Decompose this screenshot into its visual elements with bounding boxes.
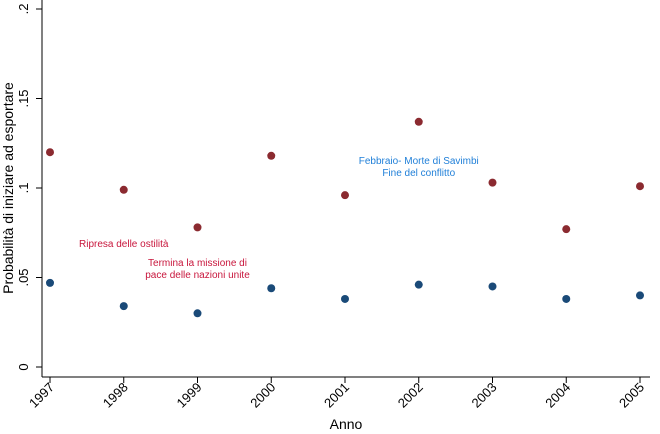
y-tick-label: 0 bbox=[16, 363, 31, 370]
data-point bbox=[46, 148, 54, 157]
data-point bbox=[193, 309, 202, 318]
annotation-text: Termina la missione di bbox=[148, 258, 247, 269]
plot-area bbox=[41, 0, 650, 378]
x-tick-label: 2005 bbox=[616, 380, 647, 411]
data-point bbox=[119, 302, 128, 311]
data-point bbox=[119, 185, 128, 194]
data-point bbox=[414, 280, 423, 289]
data-point bbox=[488, 178, 497, 187]
data-point bbox=[562, 294, 571, 303]
data-point bbox=[414, 117, 423, 126]
data-point bbox=[341, 294, 349, 303]
data-point bbox=[562, 225, 571, 234]
x-axis-ticks: 1997 1998 1999 2000 2001 2002 2003 2004 2005 bbox=[26, 377, 647, 411]
data-point bbox=[341, 191, 349, 200]
y-tick-label: .15 bbox=[16, 89, 31, 107]
data-point bbox=[636, 182, 644, 191]
annotation-text: pace delle nazioni unite bbox=[145, 270, 250, 281]
data-point bbox=[636, 291, 644, 300]
data-point bbox=[488, 282, 497, 291]
annotations: Ripresa delle ostilità Termina la mission… bbox=[79, 156, 479, 281]
x-tick-label: 1997 bbox=[26, 380, 57, 411]
x-tick-label: 2001 bbox=[321, 380, 352, 411]
y-tick-label: .1 bbox=[16, 183, 31, 194]
x-tick-label: 1999 bbox=[174, 380, 205, 411]
data-point bbox=[193, 223, 202, 232]
y-tick-label: .2 bbox=[16, 4, 31, 15]
annotation-text: Fine del conflitto bbox=[382, 168, 455, 179]
x-tick-label: 2002 bbox=[395, 380, 426, 411]
y-axis-label: Probabilità di iniziare ad esportare bbox=[0, 82, 16, 294]
annotation-text: Febbraio- Morte di Savimbi bbox=[359, 156, 479, 167]
data-point bbox=[267, 151, 276, 160]
data-point bbox=[267, 284, 276, 293]
x-tick-label: 2000 bbox=[247, 380, 278, 411]
y-tick-label: .05 bbox=[16, 268, 31, 286]
data-points bbox=[46, 117, 644, 318]
x-tick-label: 1998 bbox=[100, 380, 131, 411]
data-point bbox=[46, 278, 54, 287]
annotation-text: Ripresa delle ostilità bbox=[79, 239, 169, 250]
x-tick-label: 2003 bbox=[469, 380, 500, 411]
x-tick-label: 2004 bbox=[542, 380, 573, 411]
x-axis-label: Anno bbox=[330, 416, 363, 432]
y-axis-ticks: 0 .05 .1 .15 .2 bbox=[16, 4, 42, 371]
